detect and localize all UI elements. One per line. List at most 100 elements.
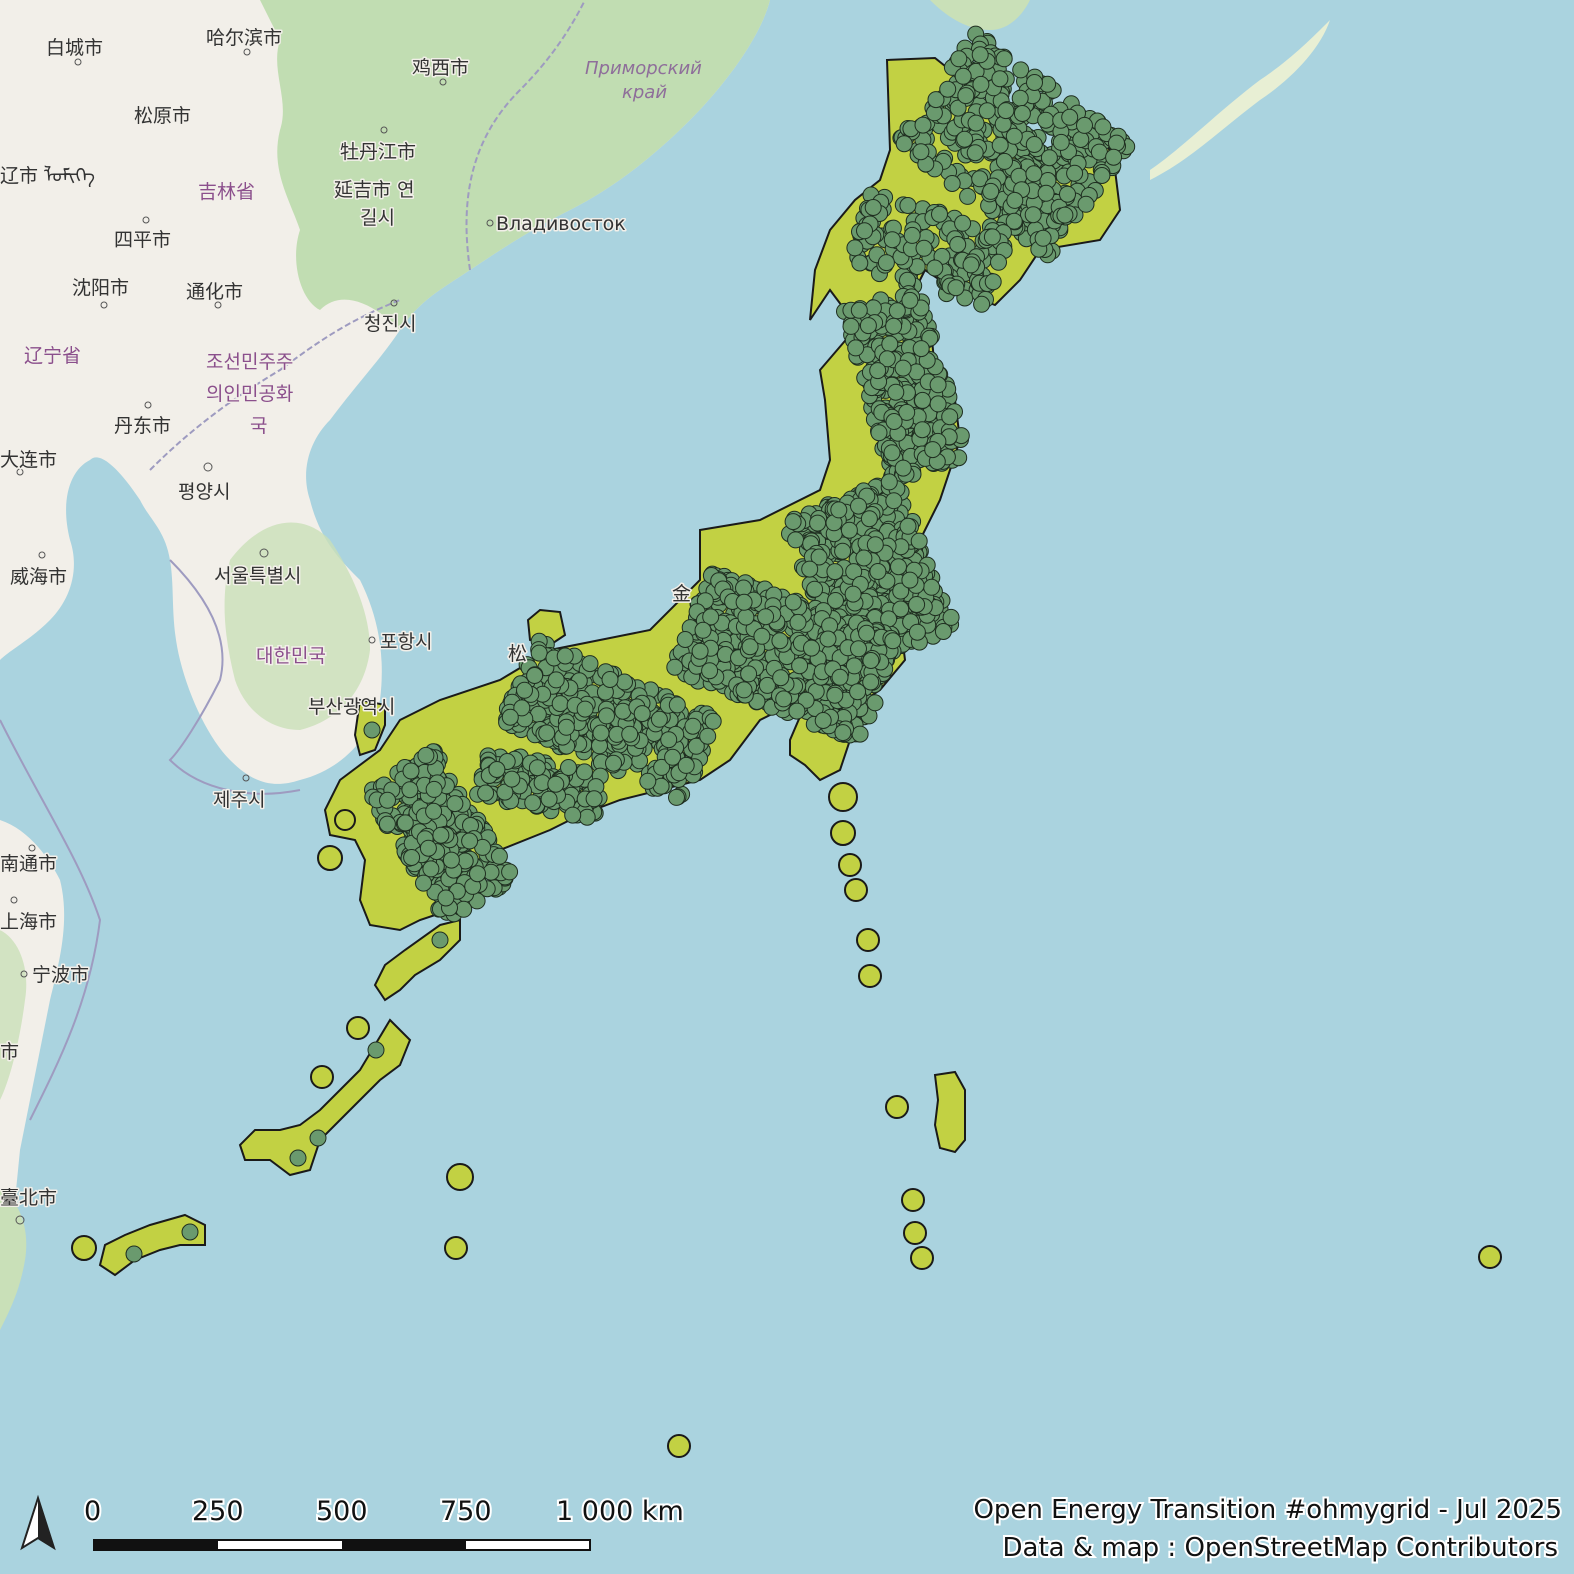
plant-point <box>834 724 852 742</box>
plant-point <box>422 860 440 878</box>
plant-point <box>850 301 868 319</box>
plant-point <box>885 492 903 510</box>
plant-point <box>1066 164 1084 182</box>
plant-point <box>702 608 720 626</box>
plant-point <box>668 696 686 714</box>
plant-point <box>740 665 758 683</box>
plant-point <box>1037 184 1055 202</box>
scale-label: 1 000 km <box>556 1496 684 1527</box>
plant-point <box>860 510 878 528</box>
plant-point <box>883 444 901 462</box>
plant-point <box>1005 127 1023 145</box>
plant-point <box>490 847 508 865</box>
plant-point <box>1094 118 1112 136</box>
plant-point <box>701 662 719 680</box>
plant-point <box>437 889 455 907</box>
plant-point <box>950 50 968 68</box>
plant-point <box>664 748 682 766</box>
plant-point <box>516 681 533 699</box>
plant-point <box>538 724 556 742</box>
plant-point <box>585 790 603 808</box>
plant-point <box>859 317 877 335</box>
plant-point <box>660 731 678 749</box>
plant-point <box>831 668 849 686</box>
place-label: 서울특별시 <box>214 565 301 587</box>
plant-point <box>791 657 809 675</box>
boundary-line <box>168 559 301 795</box>
plant-point <box>809 514 827 532</box>
plant-point <box>576 700 594 718</box>
plant-point <box>858 624 876 642</box>
place-label: 延吉市 연 <box>334 179 415 201</box>
place-label: 南通市 <box>0 853 57 875</box>
place-label: 제주시 <box>213 789 265 811</box>
island-buffer <box>98 1213 206 1277</box>
plant-point <box>983 228 1001 246</box>
plant-point <box>496 783 514 801</box>
plant-point <box>997 102 1015 120</box>
plant-point <box>687 737 705 755</box>
plant-point <box>605 754 622 772</box>
plant-point <box>855 549 873 567</box>
plant-point <box>956 130 974 148</box>
plant-point <box>1105 148 1123 166</box>
plant-point <box>869 563 887 580</box>
place-label: 평양시 <box>178 481 230 503</box>
plant-point <box>851 254 869 272</box>
place-label: 松原市 <box>134 105 191 127</box>
plant-point <box>556 647 574 665</box>
plant-point <box>789 613 807 631</box>
plant-point <box>890 558 907 576</box>
place-label: 宁波市 <box>32 964 89 986</box>
place-label: 포항시 <box>380 631 432 653</box>
plant-point <box>901 291 919 309</box>
plant-point <box>864 199 882 216</box>
plant-point <box>415 874 432 892</box>
place-label: 牡丹江市 <box>340 141 416 163</box>
plant-point <box>513 699 531 717</box>
plant-point <box>758 676 776 694</box>
plant-point <box>1061 108 1079 126</box>
place-label: 白城市 <box>46 37 103 59</box>
power-plant-points <box>125 25 1136 1263</box>
plant-point <box>913 421 931 439</box>
region-label: 辽宁省 <box>24 345 81 367</box>
plant-point <box>446 795 464 813</box>
plant-point <box>530 644 548 662</box>
plant-point <box>737 608 755 626</box>
plant-point <box>901 571 919 589</box>
plant-point <box>914 391 931 409</box>
plant-point <box>929 376 947 394</box>
plant-point <box>908 623 926 641</box>
plant-point <box>431 931 449 949</box>
plant-point <box>771 632 789 650</box>
plant-point <box>581 655 599 673</box>
plant-point <box>803 639 820 657</box>
plant-point <box>614 702 632 720</box>
scale-label: 250 <box>192 1496 244 1527</box>
place-label: 沈阳市 <box>72 277 129 299</box>
place-label: 大连市 <box>0 449 57 471</box>
plant-point <box>862 652 880 669</box>
plant-point <box>564 806 582 824</box>
place-label: 청진시 <box>364 313 416 335</box>
plant-point <box>741 638 759 656</box>
plant-point <box>461 832 479 850</box>
plant-point <box>910 532 928 550</box>
plant-point <box>877 254 895 272</box>
land-sakhalin <box>930 0 1030 30</box>
plant-point <box>592 724 610 742</box>
plant-point <box>1052 133 1070 151</box>
scale-bar: 0 250 500 750 1 000 km <box>82 1494 686 1551</box>
plant-point <box>1090 143 1108 161</box>
place-label: 臺北市 <box>0 1187 57 1209</box>
forest-area <box>260 0 770 330</box>
place-label: 威海市 <box>10 566 67 588</box>
plant-point <box>862 673 880 691</box>
plant-point <box>1040 149 1058 167</box>
plant-point <box>1034 229 1052 247</box>
plant-point <box>880 473 898 491</box>
plant-point <box>309 1129 327 1147</box>
